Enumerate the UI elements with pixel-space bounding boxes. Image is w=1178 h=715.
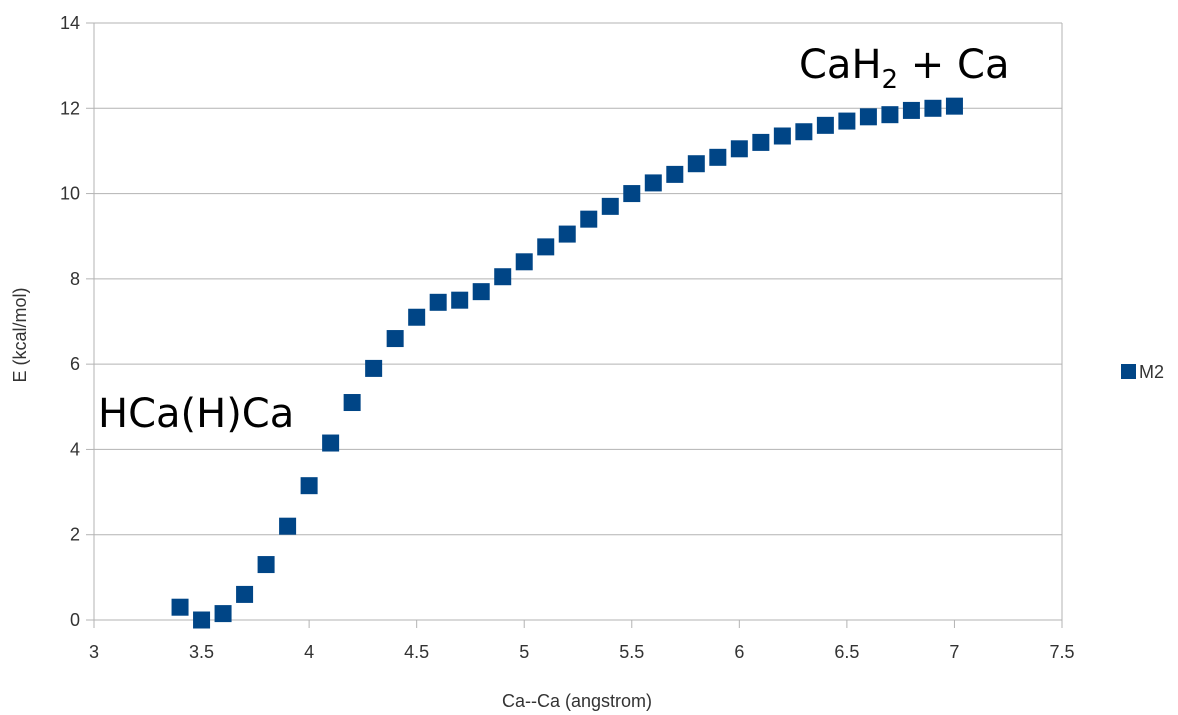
axes: [86, 22, 1063, 628]
x-tick-label: 6.5: [834, 642, 859, 662]
y-tick-labels: 0 2 4 6 8 10 12 14: [60, 13, 80, 630]
x-tick-label: 7: [949, 642, 959, 662]
x-axis-title: Ca--Ca (angstrom): [502, 691, 652, 711]
x-tick-label: 4.5: [404, 642, 429, 662]
data-point: [343, 394, 361, 412]
data-point: [300, 477, 318, 495]
data-point: [494, 268, 512, 286]
annotation-cah2-ca-subscript: 2: [882, 65, 899, 95]
data-point: [709, 148, 727, 166]
data-point: [257, 556, 275, 574]
data-point: [279, 517, 297, 535]
annotation-cah2-ca: CaH2 + Ca: [799, 42, 1009, 95]
data-point: [601, 197, 619, 215]
data-point: [752, 133, 770, 151]
data-point: [408, 308, 426, 326]
data-point: [429, 293, 447, 311]
data-point: [193, 611, 211, 629]
y-tick-label: 4: [70, 439, 80, 459]
data-point: [838, 112, 856, 130]
data-point: [322, 434, 340, 452]
data-point: [558, 225, 576, 243]
data-point: [881, 106, 899, 124]
data-point: [795, 123, 813, 141]
data-point: [386, 330, 404, 348]
data-point: [580, 210, 598, 228]
series-points: [171, 97, 963, 629]
data-point: [644, 174, 662, 192]
grid-lines: [94, 22, 1062, 621]
x-tick-label: 5.5: [619, 642, 644, 662]
legend-swatch-m2: [1121, 364, 1136, 379]
y-axis-title: E (kcal/mol): [10, 287, 30, 382]
annotation-cah2-ca-main: CaH: [799, 42, 882, 88]
data-point: [859, 108, 877, 126]
x-tick-label: 7.5: [1049, 642, 1074, 662]
data-point: [924, 99, 942, 117]
data-point: [515, 253, 533, 271]
y-tick-label: 8: [70, 269, 80, 289]
data-point: [472, 283, 490, 301]
data-point: [816, 116, 834, 134]
legend-label-m2: M2: [1139, 362, 1164, 382]
x-tick-label: 3: [89, 642, 99, 662]
data-point: [537, 238, 555, 256]
data-point: [623, 185, 641, 203]
data-point: [687, 155, 705, 173]
data-point: [902, 101, 920, 119]
y-tick-label: 6: [70, 354, 80, 374]
data-point: [945, 97, 963, 115]
data-point: [171, 598, 189, 616]
legend: M2: [1121, 362, 1164, 382]
data-point: [236, 585, 254, 603]
annotation-hcahca: HCa(H)Ca: [98, 391, 294, 437]
data-point: [214, 605, 232, 623]
y-tick-label: 2: [70, 525, 80, 545]
data-point: [451, 291, 469, 309]
y-tick-label: 14: [60, 13, 80, 33]
x-tick-label: 5: [519, 642, 529, 662]
data-point: [730, 140, 748, 158]
x-tick-label: 6: [734, 642, 744, 662]
data-point: [773, 127, 791, 145]
data-point: [365, 359, 383, 377]
data-point: [666, 165, 684, 183]
y-tick-label: 12: [60, 98, 80, 118]
x-tick-labels: 3 3.5 4 4.5 5 5.5 6 6.5 7 7.5: [89, 642, 1075, 662]
x-tick-label: 4: [304, 642, 314, 662]
x-tick-label: 3.5: [189, 642, 214, 662]
y-tick-label: 10: [60, 184, 80, 204]
annotation-cah2-ca-rest: + Ca: [898, 42, 1009, 88]
y-tick-label: 0: [70, 610, 80, 630]
